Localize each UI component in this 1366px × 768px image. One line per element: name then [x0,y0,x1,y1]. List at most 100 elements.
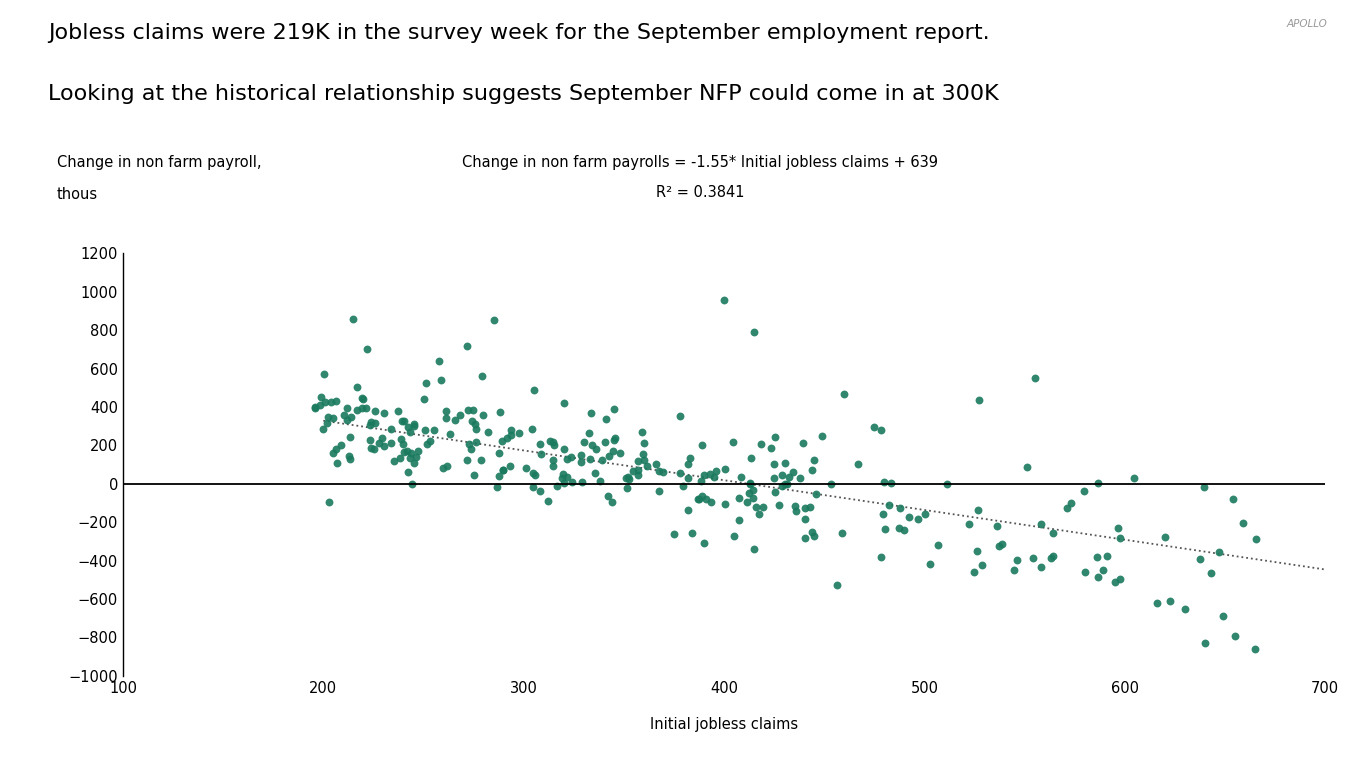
Point [833,387,855,399]
Point [1194,481,1216,493]
Point [963,566,985,578]
Point [456,339,478,352]
Point [682,526,703,538]
Point [775,457,796,469]
Point [1060,497,1082,509]
Point [392,439,414,451]
Point [928,539,949,551]
Point [699,496,721,508]
Point [430,374,452,386]
Point [305,401,326,413]
Point [473,409,494,422]
Point [1224,630,1246,642]
Point [523,469,545,482]
Point [460,442,482,455]
Point [579,453,601,465]
Point [309,399,331,412]
Point [713,463,735,475]
Point [794,513,816,525]
Point [1109,531,1131,544]
Point [847,458,869,471]
Point [492,465,514,477]
Point [389,452,411,464]
Point [407,445,429,457]
Point [522,481,544,493]
Point [740,452,762,464]
Point [571,449,593,461]
Point [553,443,575,455]
Point [1096,550,1117,562]
Point [1188,553,1210,565]
Point [339,449,361,462]
Point [537,495,559,507]
Point [1074,566,1096,578]
Point [783,465,805,478]
Point [897,511,919,523]
Point [919,558,941,570]
Point [522,467,544,479]
Point [317,417,339,429]
Point [870,551,892,563]
Point [764,431,785,443]
Point [617,471,639,483]
Point [529,438,550,450]
Point [556,452,578,465]
Point [357,343,378,356]
Point [459,438,481,450]
Point [396,445,418,457]
Point [723,435,744,448]
Point [553,477,575,489]
Point [346,381,367,393]
Point [1109,573,1131,585]
Point [1030,561,1052,573]
Point [705,465,727,477]
Point [489,406,511,418]
Point [744,501,766,513]
Point [402,478,423,491]
Point [486,481,508,493]
Point [811,430,833,442]
Point [971,558,993,571]
Point [546,480,568,492]
Point [351,392,373,404]
Point [794,502,816,514]
Point [594,436,616,449]
Point [907,512,929,525]
Point [966,545,988,557]
Point [438,428,460,440]
Point [572,436,594,449]
Point [381,437,403,449]
Point [1158,595,1180,607]
Point [1108,522,1130,535]
Point [604,432,626,445]
Point [728,514,750,526]
Point [736,495,758,508]
Point [753,501,775,513]
Point [578,427,600,439]
Point [1154,531,1176,544]
Point [743,326,765,338]
Point [523,384,545,396]
Point [561,476,583,488]
Point [389,432,411,445]
Text: Change in non farm payroll,: Change in non farm payroll, [57,155,261,170]
Point [373,406,395,419]
Point [470,454,492,466]
Point [604,403,626,415]
Point [477,426,499,439]
Point [888,522,910,535]
Point [413,393,434,406]
Point [399,452,421,464]
Point [393,446,415,458]
Point [770,468,792,481]
Point [488,447,510,459]
Point [520,422,542,435]
Point [372,432,393,444]
Point [688,492,710,505]
Point [669,409,691,422]
Point [742,484,764,496]
Point [742,492,764,505]
Point [803,454,825,466]
Point [500,423,522,435]
Point [471,370,493,382]
